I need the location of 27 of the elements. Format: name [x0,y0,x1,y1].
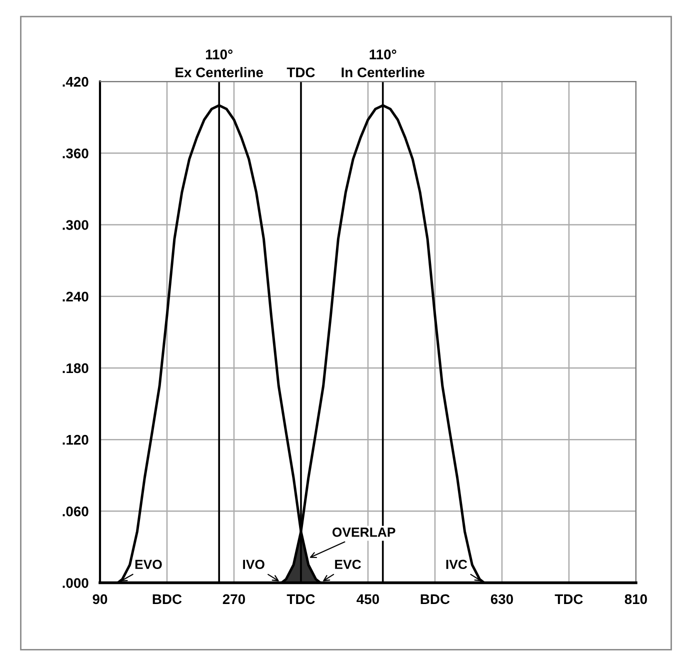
y-tick-label: .060 [62,506,88,516]
annotation: OVERLAP [332,528,396,537]
y-tick-label: .360 [62,148,88,158]
x-tick-label: BDC [420,594,450,604]
x-tick-label: 810 [624,594,647,604]
y-tick-label: .240 [62,292,88,302]
y-tick-label: .000 [62,578,88,588]
x-tick-label: TDC [554,594,583,604]
x-tick-label: 630 [490,594,513,604]
x-tick-label: BDC [152,594,182,604]
x-tick-label: TDC [286,594,315,604]
x-tick-label: 450 [356,594,379,604]
annotation: EVO [135,560,162,570]
x-tick-label: 270 [222,594,245,604]
annotation: IVC [446,560,468,570]
ref-line-label: Ex Centerline [176,67,264,78]
ref-line-label: TDC [286,67,315,78]
annotation: IVO [243,560,264,570]
y-tick-label: .180 [62,363,88,374]
annotation: 110° [370,50,396,60]
annotation: EVC [335,560,361,570]
y-tick-label: .120 [62,434,88,445]
x-tick-label: 90 [92,594,108,604]
y-tick-label: .420 [62,76,88,87]
y-tick-label: .300 [62,220,88,230]
ref-line-label: In Centerline [342,67,424,78]
annotation: 110° [206,50,232,60]
